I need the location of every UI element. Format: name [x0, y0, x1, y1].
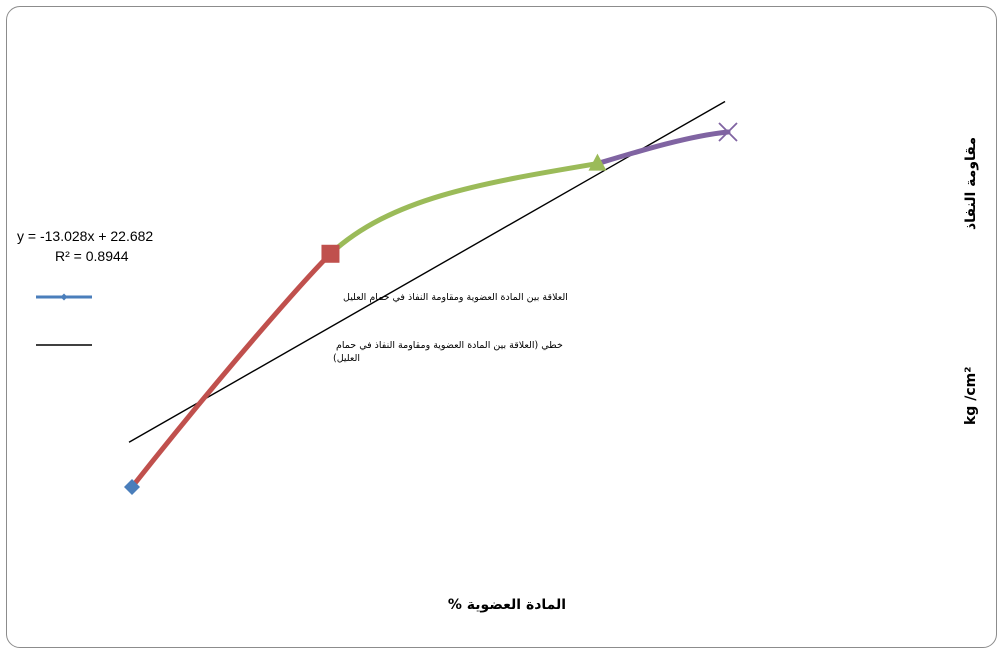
trendline	[128, 100, 726, 443]
data-point-triangle	[588, 153, 607, 171]
series-segment-green	[327, 161, 600, 257]
legend-label-trendline-line1: خطي (العلاقة بين المادة العضوية ومقاومة …	[336, 340, 563, 351]
trend-r-squared: R² = 0.8944	[55, 248, 129, 264]
data-markers	[124, 122, 738, 495]
legend-label-trendline-line2: العليل)	[333, 353, 360, 364]
legend: العلاقة بين المادة العضوية ومقاومة النفا…	[36, 292, 568, 364]
data-point-square	[321, 244, 340, 263]
y-axis-unit: kg /cm²	[963, 367, 979, 425]
trend-equation: y = -13.028x + 22.682	[17, 228, 153, 244]
y-axis-label: kg /cm² مقاومة النفاذ	[963, 137, 979, 425]
series-segment-purple	[594, 129, 731, 167]
series-segment-red	[129, 251, 333, 490]
chart-frame	[6, 6, 997, 648]
legend-item-series: العلاقة بين المادة العضوية ومقاومة النفا…	[36, 292, 568, 303]
data-point-diamond	[124, 479, 140, 495]
x-axis-label: المادة العضوية %	[448, 597, 566, 613]
legend-label-trendline: خطي (العلاقة بين المادة العضوية ومقاومة …	[333, 340, 563, 364]
data-point-x	[718, 122, 738, 142]
legend-label-series: العلاقة بين المادة العضوية ومقاومة النفا…	[343, 292, 568, 303]
legend-marker-diamond	[60, 293, 68, 301]
legend-item-trendline: خطي (العلاقة بين المادة العضوية ومقاومة …	[36, 340, 563, 364]
y-axis-title: مقاومة النفاذ	[963, 137, 979, 230]
